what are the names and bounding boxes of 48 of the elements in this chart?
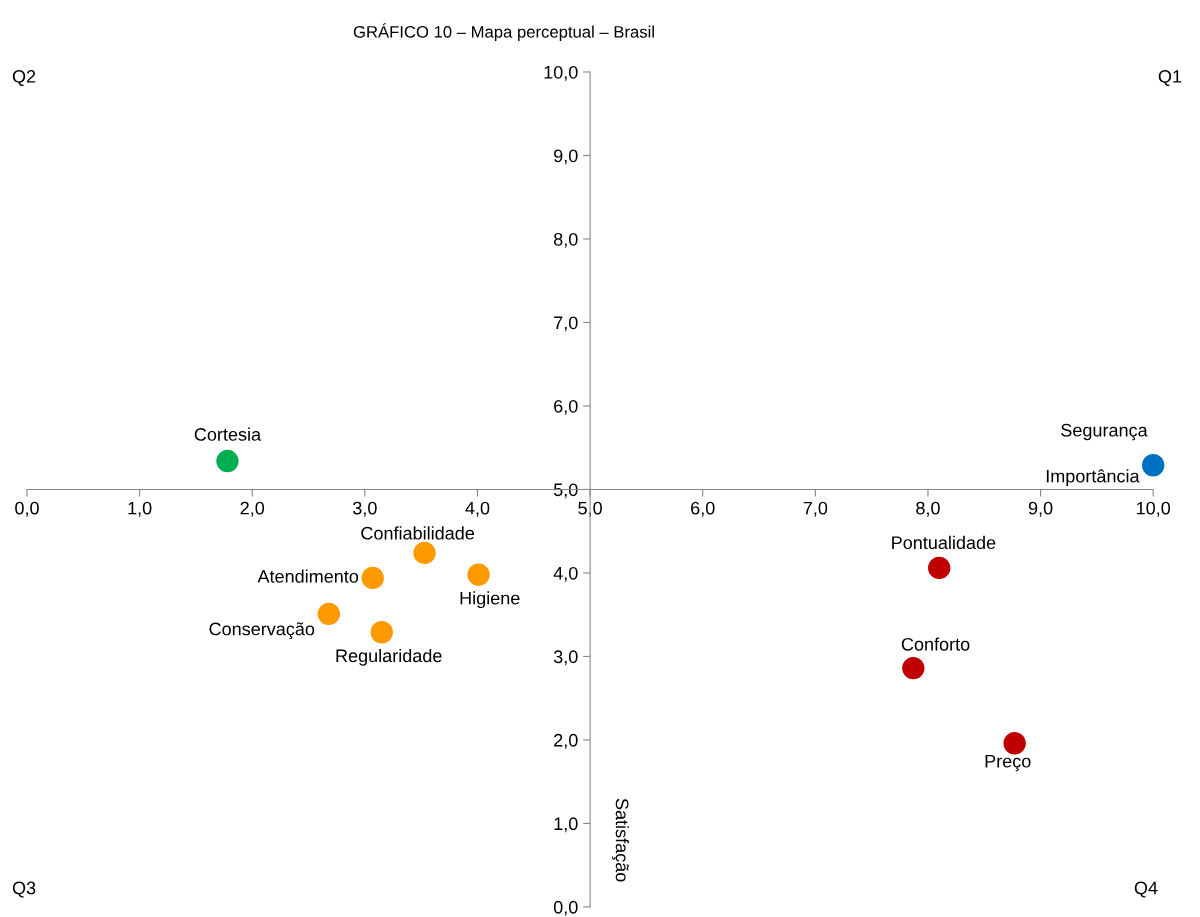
y-tick-label: 6,0 [554, 399, 578, 415]
point [467, 563, 490, 586]
x-tick-label: 4,0 [465, 501, 490, 517]
x-tick-label: 9,0 [1028, 501, 1053, 517]
y-tick-label: 3,0 [553, 650, 578, 666]
y-tick-label: 9,0 [554, 149, 578, 165]
annotation: Q3 [12, 881, 36, 898]
point [1003, 732, 1026, 755]
y-axis-title: Satisfação [612, 798, 629, 882]
point [370, 621, 393, 644]
chart-title: GRÁFICO 10 – Mapa perceptual – Brasil [353, 23, 654, 42]
point [361, 566, 384, 590]
annotation: Higiene [460, 591, 520, 609]
annotation: Pontualidade [892, 535, 996, 550]
x-tick-label: 3,0 [353, 501, 377, 517]
y-tick-label: 7,0 [554, 316, 578, 332]
point [317, 602, 341, 626]
x-tick-label: 1,0 [128, 501, 152, 517]
x-tick-label: 7,0 [803, 501, 828, 517]
x-axis-title: Importância [1046, 469, 1140, 487]
x-tick-label: 2,0 [240, 501, 265, 517]
annotation: Cortesia [194, 427, 262, 441]
y-tick-label: 1,0 [554, 817, 578, 833]
annotation: Atendimento [257, 569, 359, 583]
annotation: Q4 [1134, 881, 1158, 898]
point [413, 541, 436, 565]
y-tick-label: 8,0 [553, 232, 578, 248]
annotation: Q2 [12, 70, 36, 87]
x-tick-label: 0,0 [15, 501, 39, 517]
point [216, 449, 239, 473]
annotation: Segurança [1061, 423, 1148, 441]
annotation: Regularidade [336, 648, 442, 666]
x-tick-label: 10,0 [1137, 501, 1171, 517]
y-tick-label: 4,0 [553, 566, 578, 582]
text: Q1 [1158, 70, 1182, 87]
x-tick-label: 6,0 [691, 501, 715, 517]
annotation: Confiabilidade [361, 526, 475, 540]
point [1142, 454, 1165, 477]
point [928, 556, 951, 580]
y-tick-label: 10,0 [544, 65, 578, 81]
annotation: Preço [985, 754, 1031, 772]
annotation: Conforto [901, 637, 970, 651]
y-tick-label: 2,0 [554, 733, 578, 749]
point [902, 656, 925, 680]
x-tick-label: 5,0 [578, 501, 602, 517]
annotation: Conservação [209, 622, 315, 640]
y-tick-label: 0,0 [553, 900, 578, 916]
x-tick-label: 8,0 [916, 501, 940, 517]
